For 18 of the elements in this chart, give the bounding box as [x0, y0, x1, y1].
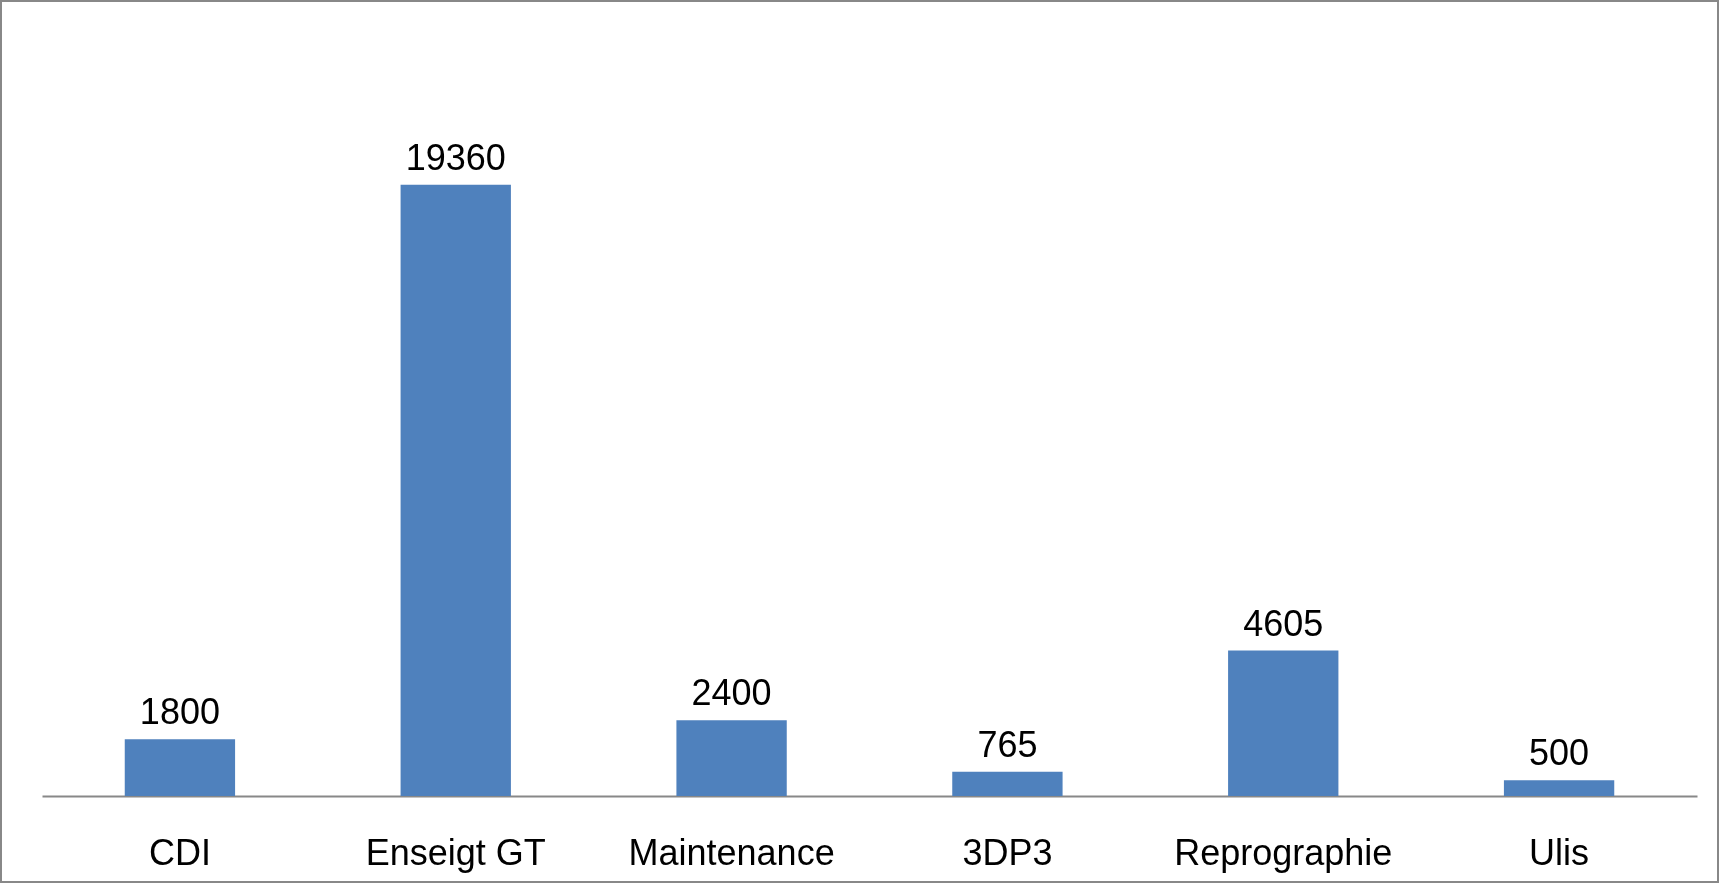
data-label: 2400: [691, 672, 772, 714]
data-label: 1800: [139, 691, 220, 733]
x-tick-label: Enseigt GT: [365, 831, 546, 873]
data-label: 500: [1529, 732, 1590, 774]
bar: [1228, 650, 1339, 796]
data-label: 19360: [405, 136, 506, 178]
bar: [676, 720, 787, 796]
x-tick-label: 3DP3: [962, 831, 1053, 873]
x-tick-label: Maintenance: [628, 831, 835, 873]
x-tick-label: Reprographie: [1174, 831, 1393, 873]
data-label: 4605: [1243, 602, 1324, 644]
data-label: 765: [977, 723, 1038, 765]
x-tick-label: CDI: [148, 831, 211, 873]
bar: [1503, 780, 1615, 796]
bar: [952, 771, 1063, 796]
x-tick-label: Ulis: [1529, 831, 1590, 873]
bar: [124, 739, 236, 796]
bar: [400, 184, 511, 796]
